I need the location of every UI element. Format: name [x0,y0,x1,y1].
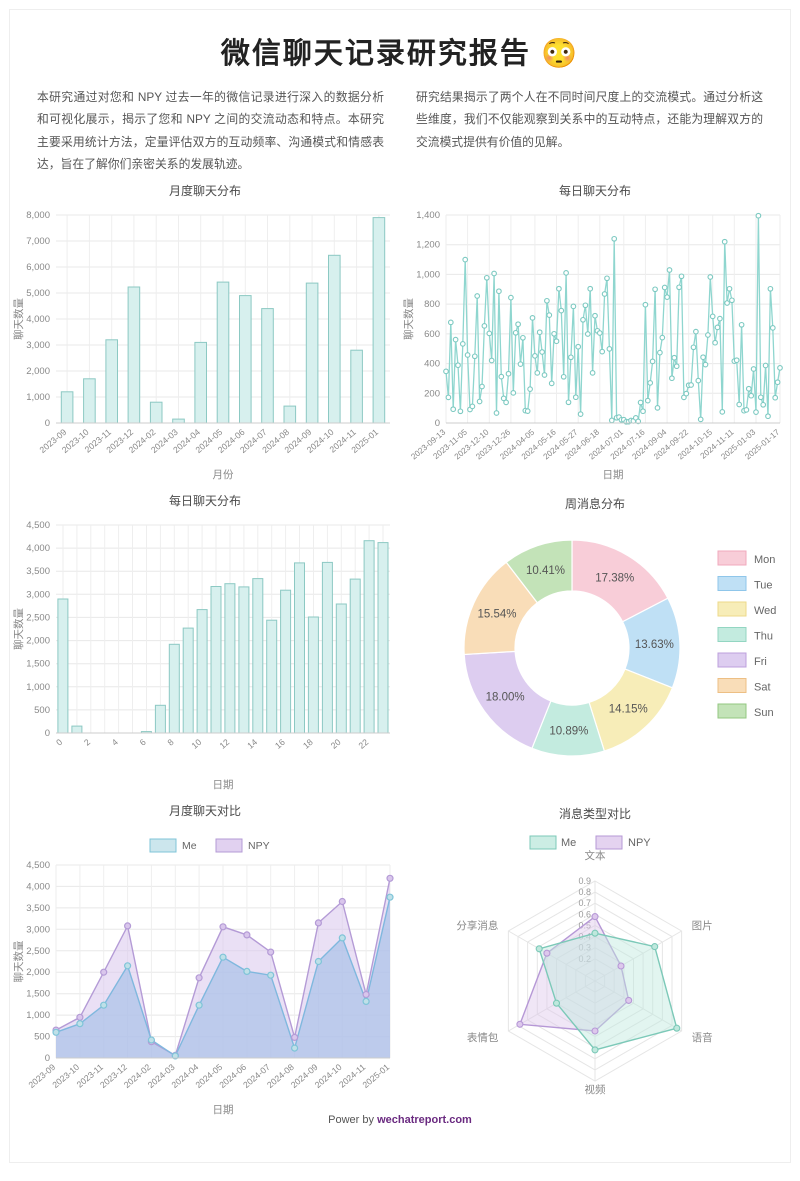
svg-text:月份: 月份 [213,469,234,481]
svg-text:Sat: Sat [754,681,771,693]
svg-text:1,000: 1,000 [26,1010,50,1021]
svg-text:10.89%: 10.89% [549,725,588,737]
svg-text:1,400: 1,400 [416,210,440,221]
svg-text:2,000: 2,000 [26,366,50,377]
svg-text:2,500: 2,500 [26,945,50,956]
svg-text:Me: Me [561,837,576,849]
svg-text:1,000: 1,000 [416,269,440,280]
svg-text:8: 8 [165,736,175,747]
svg-text:18.00%: 18.00% [486,691,525,703]
svg-text:500: 500 [34,705,50,716]
svg-text:7,000: 7,000 [26,236,50,247]
svg-text:NPY: NPY [248,840,270,852]
svg-text:18: 18 [301,736,315,750]
svg-text:分享消息: 分享消息 [456,919,498,932]
svg-text:聊天数量: 聊天数量 [12,297,25,339]
svg-text:2,000: 2,000 [26,635,50,646]
svg-text:10.41%: 10.41% [526,565,565,577]
svg-text:16: 16 [273,736,287,750]
svg-text:Thu: Thu [754,630,773,642]
svg-text:4,000: 4,000 [26,881,50,892]
svg-text:6,000: 6,000 [26,262,50,273]
svg-text:20: 20 [329,736,343,750]
svg-text:Wed: Wed [754,605,776,617]
svg-text:3,000: 3,000 [26,340,50,351]
svg-text:0.6: 0.6 [578,909,591,919]
svg-text:0.9: 0.9 [578,876,591,886]
svg-text:22: 22 [357,736,371,750]
svg-text:日期: 日期 [213,1104,234,1116]
svg-text:Mon: Mon [754,554,775,566]
svg-text:4,000: 4,000 [26,314,50,325]
svg-text:1,500: 1,500 [26,988,50,999]
svg-text:图片: 图片 [692,919,713,932]
svg-text:4: 4 [110,736,120,747]
svg-text:0.8: 0.8 [578,887,591,897]
svg-text:聊天数量: 聊天数量 [12,607,25,649]
svg-text:400: 400 [424,358,440,369]
svg-text:4,500: 4,500 [26,520,50,531]
svg-text:3,500: 3,500 [26,566,50,577]
svg-text:Me: Me [182,840,197,852]
svg-text:2,000: 2,000 [26,967,50,978]
svg-text:聊天数量: 聊天数量 [12,940,25,982]
svg-text:Fri: Fri [754,656,767,668]
svg-text:0: 0 [45,728,50,739]
svg-text:1,000: 1,000 [26,392,50,403]
svg-text:17.38%: 17.38% [595,572,634,584]
svg-text:Sun: Sun [754,707,774,719]
svg-text:4,000: 4,000 [26,543,50,554]
svg-text:600: 600 [424,329,440,340]
svg-text:200: 200 [424,388,440,399]
svg-text:0.7: 0.7 [578,898,591,908]
svg-text:10: 10 [190,736,204,750]
svg-text:4,500: 4,500 [26,860,50,871]
svg-text:日期: 日期 [213,779,234,791]
svg-text:8,000: 8,000 [26,210,50,221]
svg-text:1,200: 1,200 [416,239,440,250]
svg-text:0: 0 [45,418,50,429]
svg-text:2025-01: 2025-01 [360,1061,391,1089]
svg-text:12: 12 [217,736,231,750]
svg-text:14: 14 [245,736,259,750]
svg-text:日期: 日期 [603,469,624,481]
svg-text:语音: 语音 [692,1031,713,1044]
svg-text:3,000: 3,000 [26,589,50,600]
svg-text:3,500: 3,500 [26,903,50,914]
svg-text:500: 500 [34,1031,50,1042]
svg-text:NPY: NPY [628,837,651,849]
svg-text:14.15%: 14.15% [609,703,648,715]
svg-text:6: 6 [138,736,148,747]
svg-text:周消息分布: 周消息分布 [565,496,625,511]
svg-text:2,500: 2,500 [26,612,50,623]
svg-text:视频: 视频 [585,1083,606,1096]
svg-text:3,000: 3,000 [26,924,50,935]
svg-text:消息类型对比: 消息类型对比 [559,806,631,821]
svg-text:5,000: 5,000 [26,288,50,299]
svg-text:1,500: 1,500 [26,658,50,669]
svg-text:聊天数量: 聊天数量 [402,297,415,339]
svg-text:文本: 文本 [585,849,606,862]
svg-text:800: 800 [424,299,440,310]
svg-text:1,000: 1,000 [26,681,50,692]
svg-text:13.63%: 13.63% [635,638,674,650]
svg-text:2: 2 [82,736,92,747]
svg-text:15.54%: 15.54% [477,608,516,620]
svg-text:0: 0 [54,736,64,747]
svg-text:Tue: Tue [754,579,773,591]
svg-text:0: 0 [435,418,440,429]
svg-text:表情包: 表情包 [467,1031,499,1044]
